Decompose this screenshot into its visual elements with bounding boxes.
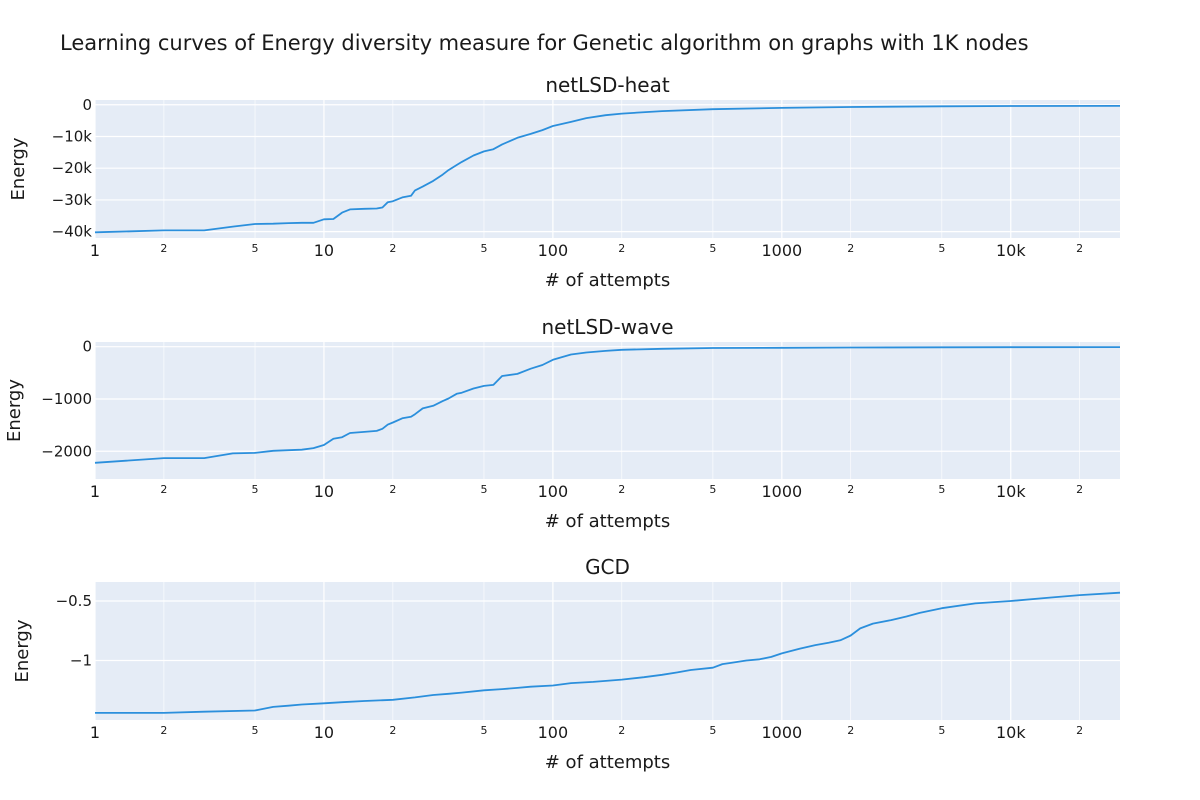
- x-tick-label: 10: [314, 482, 334, 501]
- subplots: 2 5 2 5 2 5 2 5 21 10 100 1000 10k0−10k−20k−30k−40kn…: [4, 73, 1121, 773]
- figure-title: Learning curves of Energy diversity meas…: [60, 31, 1029, 55]
- x-minor-tick-label: 2: [389, 483, 396, 496]
- x-minor-tick-label: 2: [1076, 242, 1083, 255]
- x-axis-title: # of attempts: [545, 752, 671, 773]
- series-line-1: [94, 346, 1121, 464]
- y-tick-label: −1: [70, 652, 92, 670]
- x-minor-tick-label: 2: [847, 724, 854, 737]
- x-minor-tick-label: 5: [938, 242, 945, 255]
- x-tick-label: 10k: [996, 482, 1026, 501]
- x-axis-title: # of attempts: [545, 511, 671, 532]
- x-minor-tick-label: 2: [847, 242, 854, 255]
- y-tick-label: −30k: [52, 191, 93, 209]
- x-minor-tick-label: 2: [160, 483, 167, 496]
- x-tick-label: 10: [314, 241, 334, 260]
- x-tick-label: 1: [90, 723, 100, 742]
- y-tick-label: 0: [82, 338, 92, 356]
- y-tick-label: −0.5: [56, 592, 92, 610]
- subplot-title: netLSD-heat: [545, 73, 670, 97]
- y-axis-title: Energy: [12, 619, 33, 682]
- x-minor-tick-label: 2: [847, 483, 854, 496]
- x-tick-label: 1: [90, 482, 100, 501]
- x-minor-tick-label: 5: [709, 724, 716, 737]
- x-minor-tick-label: 5: [938, 724, 945, 737]
- x-tick-label: 1000: [761, 723, 802, 742]
- series-line-1: [95, 591, 1121, 714]
- y-axis-title: Energy: [4, 379, 25, 442]
- x-minor-tick-label: 2: [618, 724, 625, 737]
- y-tick-label: −20k: [52, 159, 93, 177]
- x-tick-label: 100: [538, 241, 569, 260]
- x-minor-tick-label: 5: [480, 724, 487, 737]
- plot-area: [95, 582, 1120, 720]
- subplot-3: 2 5 2 5 2 5 2 5 2 1 10 100 1000 10k −0.5 −1 GCD # of atte…: [12, 555, 1121, 773]
- plot-area: [95, 342, 1120, 479]
- x-tick-label: 1: [90, 241, 100, 260]
- x-minor-tick-label: 5: [252, 483, 259, 496]
- plot-area: [95, 100, 1120, 238]
- x-tick-label: 100: [538, 723, 569, 742]
- y-tick-label: −10k: [52, 127, 93, 145]
- x-minor-tick-label: 2: [160, 724, 167, 737]
- x-minor-tick-label: 2: [160, 242, 167, 255]
- y-tick-label: −2000: [41, 442, 92, 460]
- x-axis-title: # of attempts: [545, 270, 671, 291]
- y-tick-label: 0: [82, 96, 92, 114]
- series-line-1: [94, 105, 1121, 234]
- x-tick-label: 100: [538, 482, 569, 501]
- x-minor-tick-label: 5: [252, 724, 259, 737]
- x-minor-tick-label: 2: [1076, 724, 1083, 737]
- x-minor-tick-label: 5: [480, 242, 487, 255]
- y-tick-label: −1000: [41, 390, 92, 408]
- subplot-2: 2 5 2 5 2 5 2 5 2 1 10 100 1000 10k 0 −1000 −2000 netLSD-…: [4, 315, 1121, 532]
- subplot-title: GCD: [585, 555, 630, 579]
- subplot-1: 2 5 2 5 2 5 2 5 2 1 10 100 1000 10k 0 −10k −20k −30k −40k n…: [8, 73, 1121, 291]
- x-minor-tick-label: 2: [389, 724, 396, 737]
- x-minor-tick-label: 2: [618, 483, 625, 496]
- x-minor-tick-label: 5: [938, 483, 945, 496]
- x-tick-label: 10k: [996, 241, 1026, 260]
- x-minor-tick-label: 5: [709, 483, 716, 496]
- x-minor-tick-label: 5: [480, 483, 487, 496]
- x-minor-tick-label: 5: [709, 242, 716, 255]
- x-minor-tick-label: 5: [252, 242, 259, 255]
- x-minor-tick-label: 2: [618, 242, 625, 255]
- y-axis-title: Energy: [8, 137, 29, 200]
- x-minor-tick-label: 2: [1076, 483, 1083, 496]
- y-tick-label: −40k: [52, 223, 93, 241]
- x-tick-label: 10: [314, 723, 334, 742]
- x-minor-tick-label: 2: [389, 242, 396, 255]
- x-tick-label: 1000: [761, 482, 802, 501]
- subplot-title: netLSD-wave: [541, 315, 673, 339]
- x-tick-label: 10k: [996, 723, 1026, 742]
- x-tick-label: 1000: [761, 241, 802, 260]
